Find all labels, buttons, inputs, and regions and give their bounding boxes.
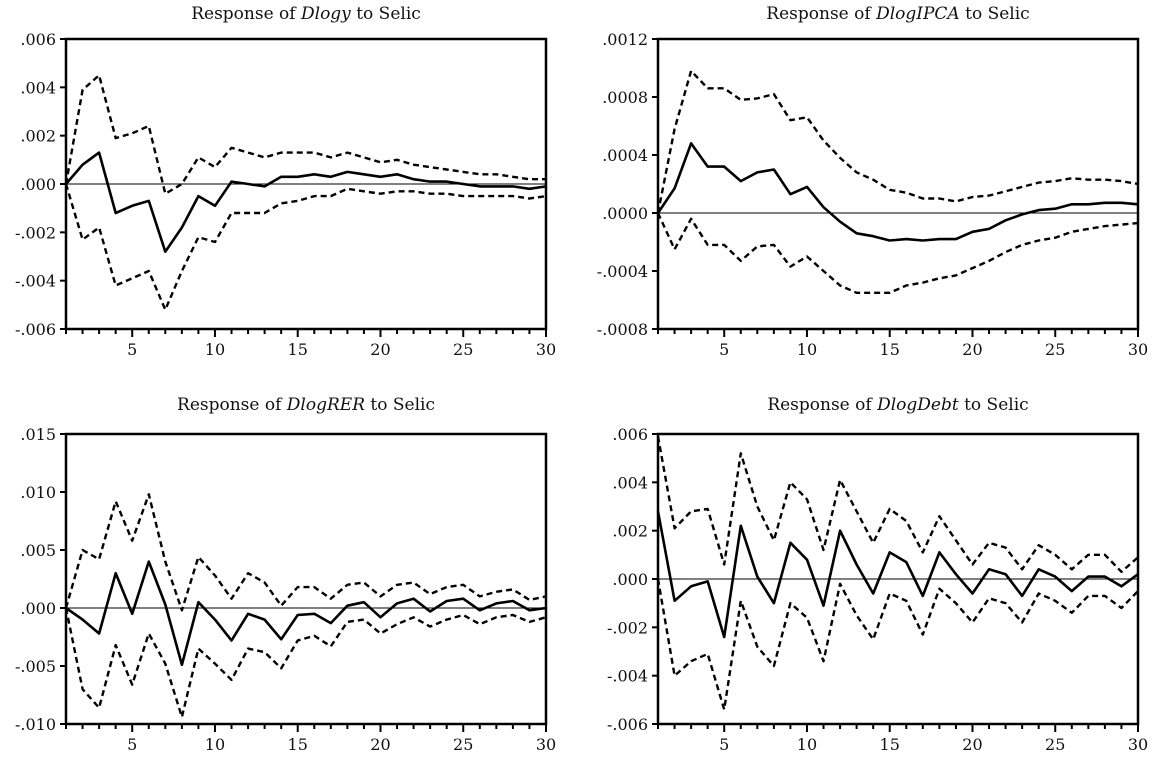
x-tick-label: 15 (288, 735, 308, 754)
series-line-upper (64, 74, 546, 195)
y-tick-label: -.0004 (597, 262, 648, 281)
x-tick-label: 5 (127, 735, 137, 754)
x-tick-label: 5 (719, 340, 729, 359)
y-tick-label: -.004 (15, 272, 56, 291)
title-suffix: to Selic (365, 395, 435, 415)
chart-title: Response of Dlogy to Selic (191, 4, 421, 24)
chart-panel-dlogdebt: Response of DlogDebt to Selic .006 .004 .00… (607, 395, 1148, 754)
x-tick-label: 30 (536, 735, 556, 754)
y-tick-label: -.006 (15, 320, 56, 339)
x-tick-label: 5 (127, 340, 137, 359)
title-prefix: Response of (177, 395, 287, 415)
title-variable: Dlogy (300, 4, 351, 24)
y-tick-label: .002 (612, 522, 648, 541)
chart-panel-dlogrer: Response of DlogRER to Selic .015 .010 .005… (15, 395, 556, 754)
y-tick-label: .0012 (602, 30, 648, 49)
title-prefix: Response of (191, 4, 301, 24)
y-tick-label: .004 (20, 78, 56, 97)
plot-frame (64, 432, 548, 726)
y-tick-label: -.005 (15, 657, 56, 676)
title-variable: DlogRER (286, 395, 365, 415)
series-line-response (656, 142, 1139, 242)
x-tick-label: 30 (536, 340, 556, 359)
chart-panel-dlogy: Response of Dlogy to Selic .006 .004 .002 .0… (15, 4, 556, 359)
series-line-lower (656, 578, 1139, 711)
title-prefix: Response of (767, 395, 877, 415)
series-line-upper (656, 69, 1139, 214)
x-tick-label: 10 (797, 340, 817, 359)
x-tick-label: 10 (205, 340, 225, 359)
y-tick-label: -.010 (15, 715, 56, 734)
x-tick-label: 20 (370, 735, 390, 754)
title-prefix: Response of (766, 4, 876, 24)
series-line-upper (64, 493, 547, 612)
x-tick-label: 10 (205, 735, 225, 754)
x-tick-label: 25 (1045, 340, 1065, 359)
title-variable: DlogDebt (876, 395, 959, 415)
x-tick-label: 30 (1128, 340, 1148, 359)
y-tick-label: .010 (20, 483, 56, 502)
x-tick-label: 30 (1128, 735, 1148, 754)
y-tick-label: .000 (612, 570, 648, 589)
series-line-lower (656, 212, 1139, 294)
series-line-lower (64, 183, 547, 311)
y-tick-label: .000 (20, 175, 56, 194)
y-tick-label: -.002 (607, 618, 648, 637)
x-tick-label: 25 (453, 340, 473, 359)
y-tick-label: .0008 (602, 88, 648, 107)
y-tick-label: .006 (20, 30, 56, 49)
x-tick-label: 15 (880, 735, 900, 754)
chart-title: Response of DlogRER to Selic (177, 395, 435, 415)
y-tick-label: .002 (20, 127, 56, 146)
y-tick-label: .0000 (602, 204, 648, 223)
x-tick-label: 25 (1045, 735, 1065, 754)
title-suffix: to Selic (959, 395, 1029, 415)
chart-panel-dlogipca: Response of DlogIPCA to Selic .0012 .0008.… (597, 4, 1148, 359)
y-tick-label: .0004 (602, 146, 648, 165)
y-tick-label: .000 (20, 599, 56, 618)
series-line-response (656, 511, 1139, 639)
y-tick-label: -.0008 (597, 320, 648, 339)
x-tick-label: 10 (797, 735, 817, 754)
series-line-lower (64, 607, 547, 719)
x-tick-label: 25 (453, 735, 473, 754)
title-variable: DlogIPCA (875, 4, 960, 24)
series-line-response (65, 560, 547, 667)
series-line-response (65, 151, 547, 253)
x-tick-label: 20 (370, 340, 390, 359)
y-tick-label: .005 (20, 541, 56, 560)
series-line-upper (656, 436, 1139, 573)
chart-title: Response of DlogIPCA to Selic (766, 4, 1029, 24)
x-tick-label: 15 (880, 340, 900, 359)
y-tick-label: .004 (612, 473, 648, 492)
title-suffix: to Selic (960, 4, 1030, 24)
y-tick-label: -.004 (607, 667, 648, 686)
y-tick-label: .006 (612, 425, 648, 444)
x-tick-label: 20 (962, 735, 982, 754)
chart-title: Response of DlogDebt to Selic (767, 395, 1028, 415)
x-tick-label: 15 (288, 340, 308, 359)
x-tick-label: 5 (719, 735, 729, 754)
plot-frame (656, 37, 1140, 331)
y-tick-label: .015 (20, 425, 56, 444)
x-tick-label: 20 (962, 340, 982, 359)
y-tick-label: -.006 (607, 715, 648, 734)
y-tick-label: -.002 (15, 223, 56, 242)
title-suffix: to Selic (351, 4, 421, 24)
